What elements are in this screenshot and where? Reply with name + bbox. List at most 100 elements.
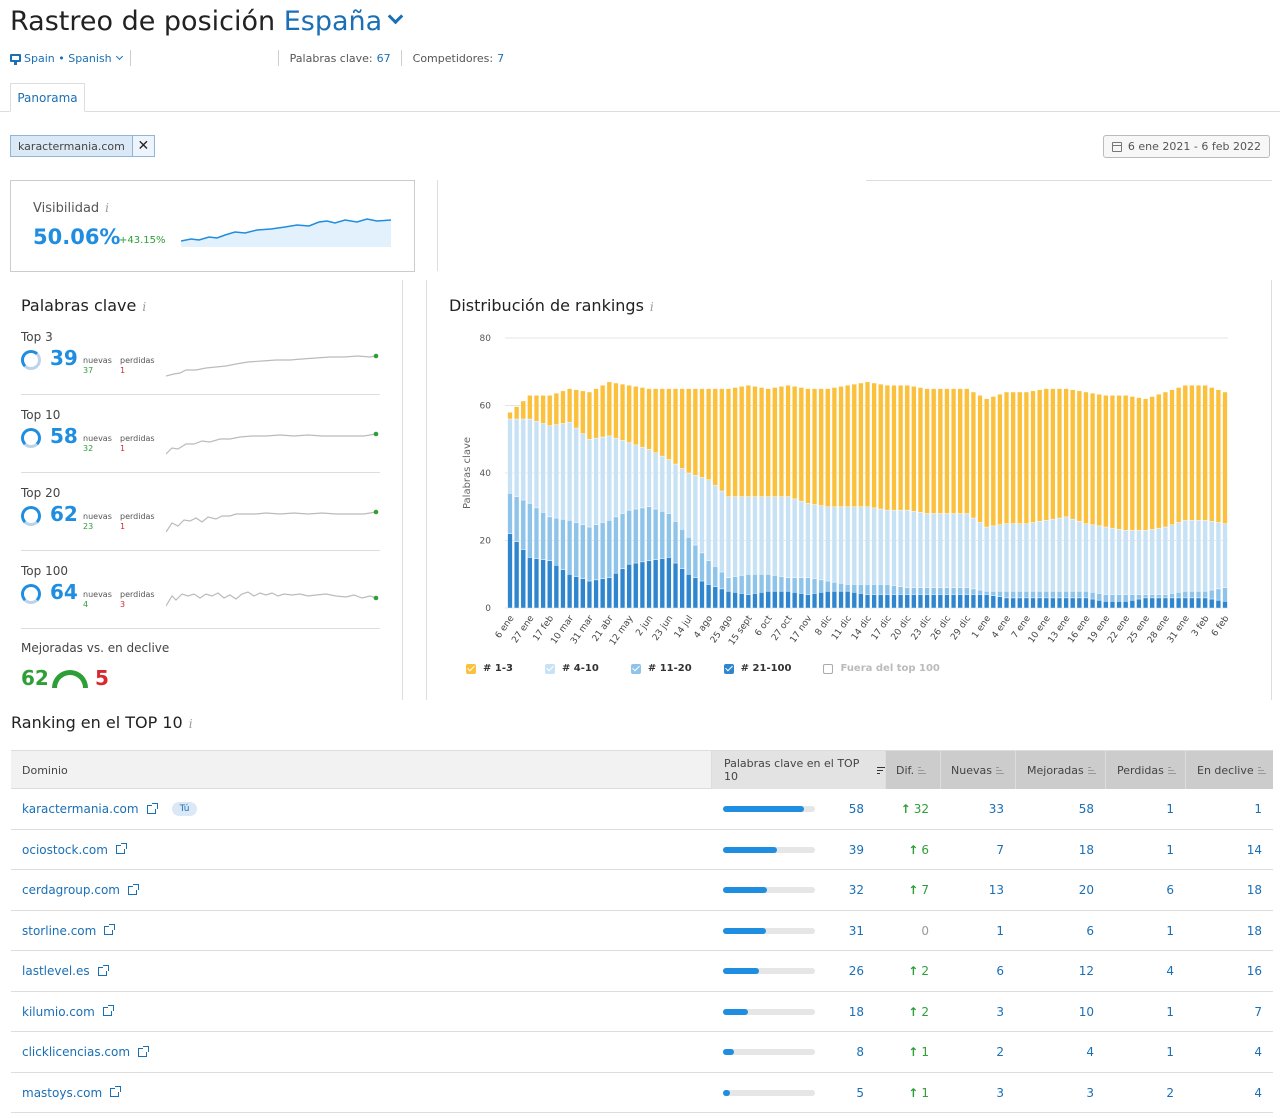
bar-segment-t10[interactable]	[818, 505, 824, 581]
bar-segment-top3[interactable]	[626, 385, 632, 443]
bar-segment-t100[interactable]	[1129, 599, 1135, 609]
header-dif[interactable]: Dif.	[885, 751, 940, 789]
bar-segment-t10[interactable]	[547, 425, 553, 518]
bar-segment-top3[interactable]	[725, 388, 732, 497]
bar-segment-top3[interactable]	[666, 388, 672, 460]
bar-segment-t10[interactable]	[838, 506, 844, 584]
bar-segment-t10[interactable]	[977, 522, 983, 591]
bar-segment-t20[interactable]	[613, 516, 619, 574]
bar-segment-t10[interactable]	[957, 513, 963, 588]
bar-segment-t10[interactable]	[1123, 530, 1129, 595]
domain-link[interactable]: lastlevel.es	[22, 964, 90, 978]
bar-segment-t20[interactable]	[944, 587, 950, 595]
competitors-count[interactable]: 7	[497, 51, 505, 65]
bar-segment-t20[interactable]	[666, 513, 672, 558]
declive-count[interactable]: 14	[1246, 842, 1262, 857]
bar-segment-top3[interactable]	[1156, 394, 1162, 529]
perdidas-count[interactable]: 1	[1166, 1004, 1174, 1019]
declive-count[interactable]: 4	[1254, 1045, 1262, 1059]
bar-segment-t20[interactable]	[1209, 589, 1215, 600]
bar-segment-top3[interactable]	[606, 381, 612, 437]
bar-segment-t100[interactable]	[831, 590, 837, 609]
bar-segment-top3[interactable]	[1123, 395, 1129, 531]
bar-segment-t10[interactable]	[758, 496, 765, 575]
bar-segment-t10[interactable]	[898, 509, 904, 587]
legend-item-top10[interactable]: # 4-10	[544, 663, 599, 674]
bar-segment-top3[interactable]	[1176, 387, 1182, 523]
bar-segment-top3[interactable]	[891, 385, 897, 511]
bar-segment-t20[interactable]	[527, 503, 533, 558]
bar-segment-t20[interactable]	[792, 577, 798, 593]
bar-segment-t20[interactable]	[798, 577, 804, 594]
bar-segment-t100[interactable]	[1103, 601, 1109, 609]
bar-segment-top3[interactable]	[1003, 391, 1010, 524]
bar-segment-top3[interactable]	[1215, 389, 1221, 523]
bar-segment-top3[interactable]	[845, 385, 851, 507]
bar-segment-top3[interactable]	[712, 388, 718, 486]
perdidas-count[interactable]: 1	[1166, 802, 1174, 816]
bar-segment-t20[interactable]	[646, 506, 652, 561]
bar-segment-t100[interactable]	[1023, 597, 1029, 609]
bar-segment-top3[interactable]	[805, 388, 811, 504]
bar-segment-t20[interactable]	[805, 577, 811, 595]
bar-segment-top3[interactable]	[1195, 385, 1202, 521]
external-link-icon[interactable]	[127, 883, 139, 895]
bar-segment-top3[interactable]	[672, 388, 679, 465]
mejoradas-count[interactable]: 12	[1078, 964, 1094, 978]
bar-segment-t10[interactable]	[1156, 527, 1162, 595]
bar-segment-t10[interactable]	[639, 446, 645, 509]
nuevas-count[interactable]: 2	[996, 1045, 1004, 1059]
header-mejoradas[interactable]: Mejoradas	[1015, 751, 1105, 789]
bar-segment-t20[interactable]	[997, 590, 1003, 597]
domain-link[interactable]: ociostock.com	[22, 842, 108, 857]
bar-segment-t100[interactable]	[990, 595, 996, 609]
bar-segment-t10[interactable]	[1142, 530, 1149, 595]
bar-segment-top3[interactable]	[838, 386, 844, 507]
bar-segment-t10[interactable]	[1096, 525, 1102, 594]
bar-segment-t10[interactable]	[586, 439, 593, 528]
bar-segment-top3[interactable]	[798, 387, 804, 502]
bar-segment-top3[interactable]	[1222, 391, 1228, 524]
declive-count[interactable]: 4	[1254, 1085, 1262, 1100]
bar-segment-t20[interactable]	[619, 513, 626, 569]
bar-segment-t100[interactable]	[1003, 597, 1010, 609]
bar-segment-top3[interactable]	[1070, 389, 1076, 520]
bar-segment-top3[interactable]	[1037, 389, 1043, 522]
bar-segment-t20[interactable]	[507, 493, 513, 534]
bar-segment-top3[interactable]	[878, 383, 884, 510]
bar-segment-t100[interactable]	[679, 568, 685, 609]
bar-segment-t20[interactable]	[1195, 590, 1202, 599]
bar-segment-t20[interactable]	[878, 584, 884, 595]
bar-segment-top3[interactable]	[1136, 397, 1142, 531]
bar-segment-top3[interactable]	[917, 387, 924, 513]
declive-count[interactable]: 7	[1254, 1004, 1262, 1019]
bar-segment-t10[interactable]	[745, 496, 751, 575]
bar-segment-t10[interactable]	[666, 459, 672, 514]
bar-segment-t10[interactable]	[1043, 520, 1049, 592]
bar-segment-t20[interactable]	[758, 574, 765, 593]
bar-segment-top3[interactable]	[858, 382, 864, 507]
bar-segment-t20[interactable]	[1116, 594, 1122, 602]
bar-segment-top3[interactable]	[1017, 391, 1023, 524]
bar-segment-top3[interactable]	[1076, 390, 1082, 522]
kw-block-top10[interactable]: Top 10 58 nuevas 32 perdidas 1	[21, 408, 380, 473]
bar-segment-top3[interactable]	[566, 388, 573, 423]
bar-segment-t10[interactable]	[626, 442, 632, 511]
bar-segment-t10[interactable]	[1222, 523, 1228, 588]
bar-segment-top3[interactable]	[547, 395, 553, 426]
top10-count[interactable]: 5	[856, 1085, 864, 1100]
bar-segment-t10[interactable]	[514, 418, 520, 497]
bar-segment-t20[interactable]	[560, 518, 566, 570]
bar-segment-t100[interactable]	[706, 584, 712, 609]
bar-segment-t20[interactable]	[924, 587, 930, 595]
bar-segment-top3[interactable]	[944, 388, 950, 514]
bar-segment-t10[interactable]	[732, 496, 738, 577]
bar-segment-t10[interactable]	[1103, 526, 1109, 595]
bar-segment-t100[interactable]	[1215, 599, 1221, 609]
bar-segment-top3[interactable]	[871, 382, 877, 509]
bar-segment-top3[interactable]	[884, 385, 890, 511]
bar-segment-top3[interactable]	[904, 385, 910, 511]
bar-segment-t20[interactable]	[653, 508, 659, 560]
bar-segment-t10[interactable]	[1136, 530, 1142, 595]
bar-segment-t20[interactable]	[1156, 594, 1162, 599]
